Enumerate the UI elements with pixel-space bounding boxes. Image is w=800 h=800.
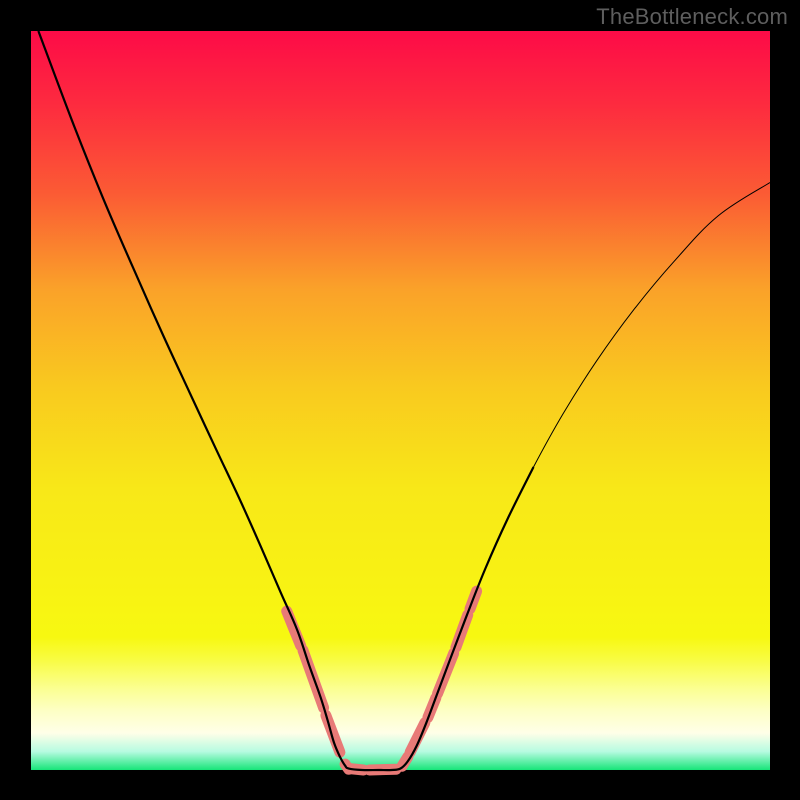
watermark-text: TheBottleneck.com	[596, 4, 788, 30]
bottleneck-chart	[0, 0, 800, 800]
chart-background	[31, 31, 770, 770]
chart-svg	[0, 0, 800, 800]
